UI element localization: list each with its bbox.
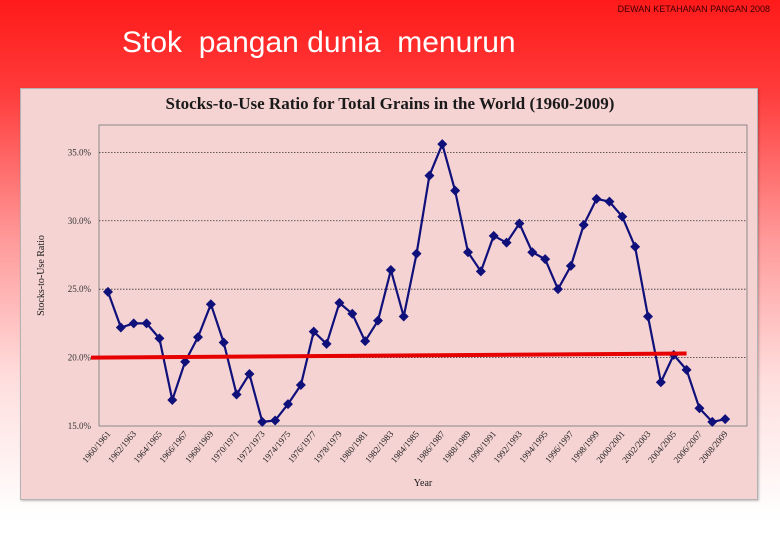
data-point-marker: [321, 338, 332, 349]
data-point-marker: [244, 369, 255, 380]
data-point-marker: [617, 211, 628, 222]
slide-title: Stok pangan dunia menurun: [122, 26, 516, 59]
data-point-marker: [385, 265, 396, 276]
data-point-marker: [488, 230, 499, 241]
data-point-marker: [424, 170, 435, 181]
data-point-marker: [334, 297, 345, 308]
data-point-marker: [540, 254, 551, 265]
data-point-marker: [373, 315, 383, 326]
data-point-marker: [450, 185, 461, 196]
data-point-marker: [681, 364, 692, 375]
data-point-marker: [295, 379, 306, 390]
data-point-marker: [630, 241, 641, 252]
data-point-marker: [527, 247, 538, 258]
data-point-marker: [411, 248, 422, 259]
data-point-marker: [347, 308, 358, 319]
y-tick-label: 30.0%: [68, 216, 92, 226]
plot-area: [98, 124, 748, 427]
data-point-marker: [565, 260, 576, 271]
data-point-marker: [257, 416, 268, 427]
data-point-marker: [720, 414, 731, 425]
reference-line: [90, 351, 687, 360]
data-point-marker: [463, 247, 473, 258]
data-point-marker: [655, 377, 666, 388]
data-point-marker: [707, 416, 718, 427]
data-point-marker: [501, 237, 512, 248]
chart-title: Stocks-to-Use Ratio for Total Grains in …: [166, 94, 615, 113]
y-tick-label: 35.0%: [68, 147, 92, 157]
x-axis-label: Year: [414, 478, 433, 489]
data-point-marker: [591, 193, 602, 204]
y-tick-label: 25.0%: [68, 284, 92, 294]
data-point-marker: [578, 219, 589, 230]
chart-frame: Stocks-to-Use Ratio for Total Grains in …: [20, 88, 758, 500]
data-point-marker: [475, 266, 486, 277]
data-point-marker: [154, 333, 165, 344]
data-point-marker: [141, 318, 152, 329]
data-point-marker: [283, 399, 293, 410]
data-point-marker: [193, 332, 203, 343]
data-point-marker: [128, 318, 139, 329]
data-point-marker: [167, 395, 178, 406]
data-point-marker: [643, 311, 653, 322]
data-point-marker: [205, 299, 216, 310]
y-tick-label: 15.0%: [68, 421, 92, 431]
data-point-marker: [398, 311, 409, 322]
data-point-marker: [437, 139, 448, 150]
data-point-marker: [360, 336, 371, 347]
data-point-marker: [604, 196, 615, 207]
y-axis-label: Stocks-to-Use Ratio: [36, 235, 47, 316]
data-point-marker: [514, 218, 525, 229]
data-point-marker: [694, 403, 705, 414]
data-point-marker: [103, 286, 113, 297]
y-tick-label: 20.0%: [68, 353, 92, 363]
data-point-marker: [218, 337, 229, 348]
data-point-marker: [115, 322, 126, 333]
data-point-marker: [180, 356, 191, 367]
header-note: DEWAN KETAHANAN PANGAN 2008: [617, 4, 770, 14]
data-point-marker: [308, 326, 319, 337]
data-point-marker: [553, 284, 563, 295]
stocks-to-use-chart: Stocks-to-Use Ratio for Total Grains in …: [36, 94, 748, 489]
data-point-marker: [231, 389, 242, 400]
data-point-marker: [270, 415, 281, 426]
